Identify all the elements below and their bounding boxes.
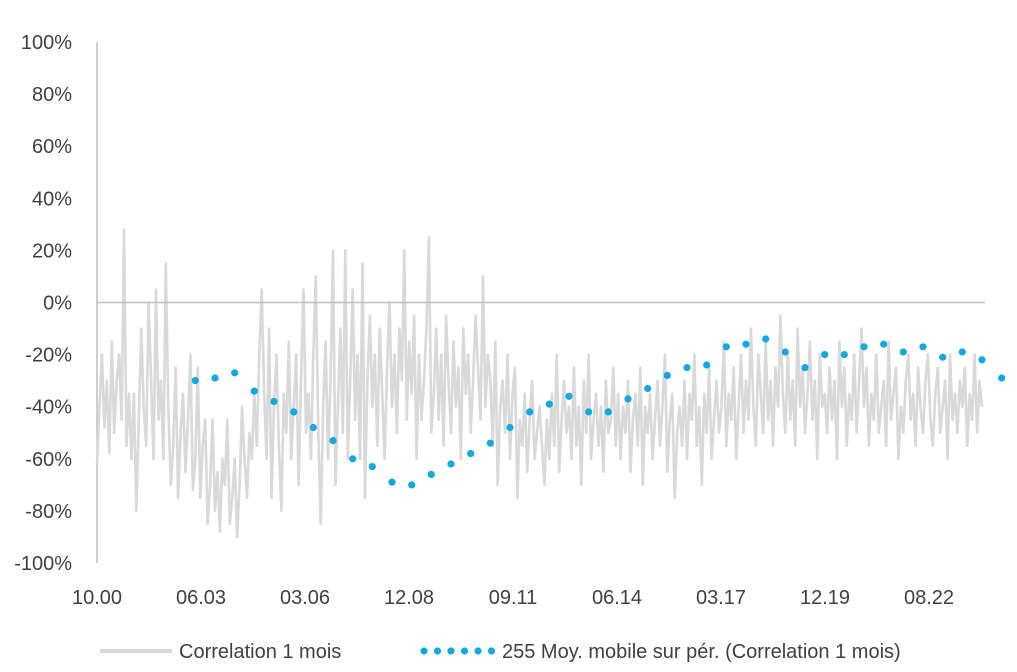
moving-average-point [309, 423, 317, 432]
moving-average-point [899, 348, 907, 356]
y-tick-label: 60% [32, 136, 72, 158]
x-tick-label: 08.22 [904, 587, 954, 609]
legend-swatch-moving-average [420, 647, 496, 655]
series-correlation-1-mois [95, 228, 984, 539]
x-tick-label: 03.06 [280, 587, 330, 609]
moving-average-point [349, 455, 357, 463]
moving-average-point [742, 340, 750, 348]
series-moving-average [191, 335, 1006, 489]
y-tick-label: -20% [25, 345, 72, 367]
moving-average-point [486, 439, 494, 447]
legend-label-moving-average: 255 Moy. mobile sur pér. (Correlation 1 … [502, 641, 901, 663]
legend-dot [460, 647, 469, 655]
moving-average-point [368, 463, 376, 471]
moving-average-point [958, 348, 966, 356]
y-tick-label: -40% [25, 397, 72, 419]
x-tick-label: 06.03 [176, 587, 226, 609]
line-correlation-1-mois [95, 228, 984, 539]
moving-average-point [939, 353, 947, 361]
y-tick-label: 100% [21, 32, 72, 54]
legend: Correlation 1 mois 255 Moy. mobile sur p… [100, 641, 901, 663]
moving-average-point [467, 450, 475, 458]
moving-average-point [762, 335, 770, 343]
legend-dot [420, 647, 428, 655]
moving-average-point [231, 369, 239, 377]
x-axis-tick-labels: 10.00 06.03 03.06 12.08 09.11 06.14 03.17 12.19… [72, 587, 954, 609]
moving-average-point [250, 387, 258, 395]
moving-average-point [408, 481, 416, 489]
legend-dot [433, 647, 442, 655]
moving-average-point [545, 400, 553, 408]
legend-dot [474, 647, 482, 655]
moving-average-point [644, 384, 652, 393]
moving-average-point [821, 351, 829, 359]
moving-average-point [919, 343, 927, 351]
legend-dot [487, 647, 496, 655]
moving-average-point [427, 470, 435, 478]
x-tick-label: 09.11 [489, 587, 538, 609]
moving-average-point [329, 437, 337, 445]
y-tick-label: -80% [25, 501, 72, 523]
x-tick-label: 03.17 [696, 587, 746, 609]
moving-average-point [585, 408, 593, 416]
y-tick-label: 20% [32, 240, 72, 262]
moving-average-point [801, 364, 809, 372]
moving-average-point [978, 356, 986, 364]
moving-average-point [880, 340, 888, 348]
y-tick-label: -60% [25, 449, 72, 471]
y-tick-label: 80% [32, 84, 72, 106]
x-tick-label: 06.14 [592, 587, 642, 609]
legend-label-correlation-1-mois: Correlation 1 mois [179, 641, 341, 663]
moving-average-point [683, 364, 691, 372]
moving-average-point [998, 374, 1006, 382]
moving-average-point [722, 343, 730, 351]
moving-average-point [388, 478, 396, 486]
y-tick-label: -100% [14, 553, 72, 575]
moving-average-point [211, 374, 219, 382]
moving-average-point [604, 408, 612, 416]
legend-dot [447, 647, 455, 655]
moving-average-point [840, 351, 848, 359]
y-axis-tick-labels: 100% 80% 60% 40% 20% 0% -20% -40% -60% -80% -100% [14, 32, 72, 575]
moving-average-point [526, 408, 534, 416]
y-tick-label: 0% [43, 293, 72, 315]
moving-average-point [506, 423, 514, 432]
moving-average-point [860, 343, 868, 351]
x-tick-label: 10.00 [72, 587, 122, 609]
y-tick-label: 40% [32, 188, 72, 210]
moving-average-point [781, 348, 789, 356]
moving-average-point [663, 371, 671, 379]
x-tick-label: 12.19 [800, 587, 850, 609]
moving-average-point [270, 397, 278, 406]
moving-average-point [565, 392, 573, 400]
moving-average-point [290, 408, 298, 416]
moving-average-point [703, 361, 711, 369]
x-tick-label: 12.08 [384, 587, 434, 609]
moving-average-point [624, 395, 632, 403]
moving-average-point [191, 377, 199, 385]
moving-average-point [447, 460, 455, 468]
